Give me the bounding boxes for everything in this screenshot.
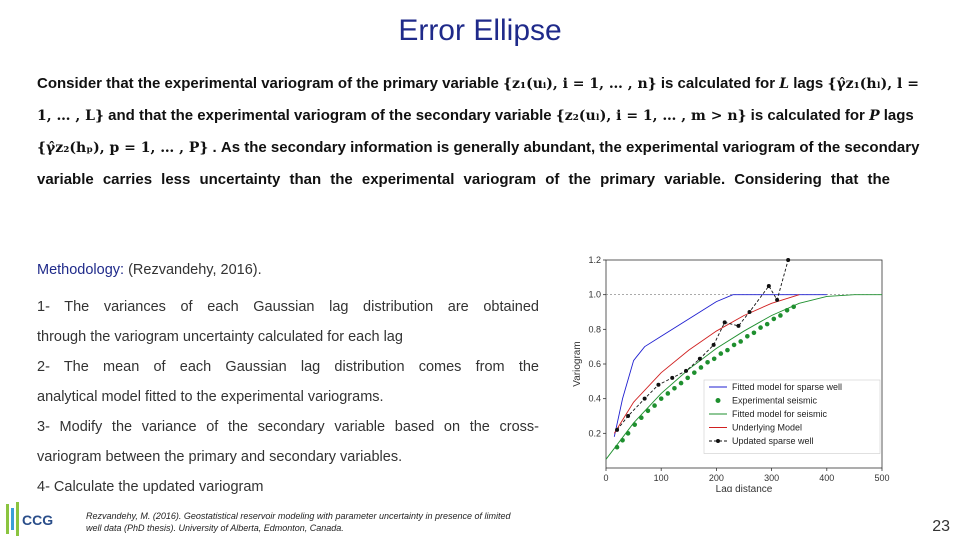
x-tick-label: 0 [603, 473, 608, 483]
x-tick-label: 200 [709, 473, 724, 483]
seismic-point [745, 333, 750, 339]
updated-sparse-line [616, 259, 789, 431]
seismic-point [645, 408, 651, 414]
reference-line-2: well data (PhD thesis). University of Al… [86, 523, 344, 533]
reference-citation: Rezvandehy, M. (2016). Geostatistical re… [86, 510, 586, 534]
seismic-point [725, 347, 730, 353]
seismic-point [771, 316, 777, 322]
legend-label: Updated sparse well [732, 436, 814, 446]
y-axis-label: Variogram [572, 341, 583, 386]
series-line-3 [613, 294, 800, 434]
seismic-point [685, 375, 690, 381]
x-tick-label: 100 [654, 473, 669, 483]
y-tick-label: 1.0 [588, 290, 601, 300]
x-axis-label: Lag distance [716, 484, 773, 492]
updated-sparse-point [736, 323, 741, 328]
series-line-0 [613, 294, 827, 437]
y-tick-label: 0.4 [588, 394, 601, 404]
seismic-point [738, 339, 743, 344]
methodology-heading: Methodology: (Rezvandehy, 2016). [37, 262, 262, 278]
step-3-line-2: variogram between the primary and second… [37, 449, 403, 465]
updated-sparse-point [786, 258, 791, 262]
legend-box [703, 379, 881, 454]
legend-label: Fitted model for seismic [732, 409, 828, 419]
seismic-point [639, 415, 644, 421]
legend-label: Underlying Model [732, 423, 802, 433]
reference-line-1: Rezvandehy, M. (2016). Geostatistical re… [86, 511, 511, 521]
y-tick-label: 0.6 [588, 359, 601, 369]
step-4: 4- Calculate the updated variogram [37, 479, 264, 495]
legend-label: Experimental seismic [732, 396, 818, 406]
seismic-point [764, 321, 770, 327]
logo-graphic-icon [6, 502, 19, 536]
x-tick-label: 400 [819, 473, 834, 483]
page-number: 23 [932, 518, 950, 535]
seismic-point [665, 391, 671, 396]
updated-sparse-point [642, 396, 647, 401]
seismic-point [672, 385, 677, 391]
y-tick-label: 0.2 [588, 428, 601, 438]
seismic-point [711, 356, 717, 362]
updated-sparse-point [670, 375, 675, 380]
seismic-point [718, 351, 724, 356]
step-1-line-2: through the variogram uncertainty calcul… [37, 329, 403, 345]
variogram-chart: 0 100 200 300 400 500 0.2 0.4 0.6 0.8 1.0 1.2 Lag di… [572, 255, 890, 492]
updated-sparse-point [615, 427, 620, 432]
methodology-list: Methodology: (Rezvandehy, 2016). 1- The … [37, 262, 539, 502]
intro-line-1: Consider that the experimental variogram… [37, 75, 919, 92]
step-3-line-1: 3- Modify the variance of the secondary … [37, 419, 539, 435]
series-line-2 [605, 294, 882, 460]
seismic-point [698, 365, 704, 370]
intro-line-3: {γ̂z₂(hₚ), p = 1, … , P} . As the second… [37, 139, 920, 156]
intro-line-4: variable carries less uncertainty than t… [37, 171, 890, 188]
updated-sparse-point [697, 356, 702, 361]
step-2-line-1: 2- The mean of each Gaussian lag distrib… [37, 359, 539, 375]
updated-sparse-point [775, 297, 780, 302]
x-tick-label: 500 [874, 473, 889, 483]
seismic-point [652, 403, 657, 408]
updated-sparse-point [684, 368, 689, 373]
slide-title: Error Ellipse [398, 14, 562, 47]
updated-sparse-point [711, 342, 716, 347]
ccg-logo: CCG [6, 502, 53, 536]
logo-text: CCG [22, 512, 53, 528]
seismic-point [692, 370, 697, 375]
intro-line-2: 1, … , L} and that the experimental vari… [37, 107, 914, 124]
intro-paragraph: Consider that the experimental variogram… [37, 68, 920, 196]
seismic-point [778, 313, 783, 318]
x-tick-label: 300 [764, 473, 779, 483]
seismic-point [758, 325, 763, 330]
y-tick-label: 0.8 [588, 324, 601, 334]
updated-sparse-point [766, 284, 771, 288]
step-2-line-2: analytical model fitted to the experimen… [37, 389, 384, 405]
y-tick-label: 1.2 [588, 255, 601, 265]
seismic-point [678, 380, 684, 386]
updated-sparse-point [722, 320, 727, 325]
step-1-line-1: 1- The variances of each Gaussian lag di… [37, 299, 539, 315]
legend-swatch [715, 398, 721, 403]
seismic-point [705, 359, 710, 365]
seismic-point [731, 342, 737, 348]
seismic-point [751, 330, 757, 336]
legend-label: Fitted model for sparse well [732, 382, 842, 392]
updated-sparse-point [626, 414, 631, 418]
legend-swatch-dot [716, 439, 720, 443]
seismic-point [658, 396, 664, 401]
updated-sparse-point [656, 382, 661, 387]
updated-sparse-point [747, 310, 752, 314]
